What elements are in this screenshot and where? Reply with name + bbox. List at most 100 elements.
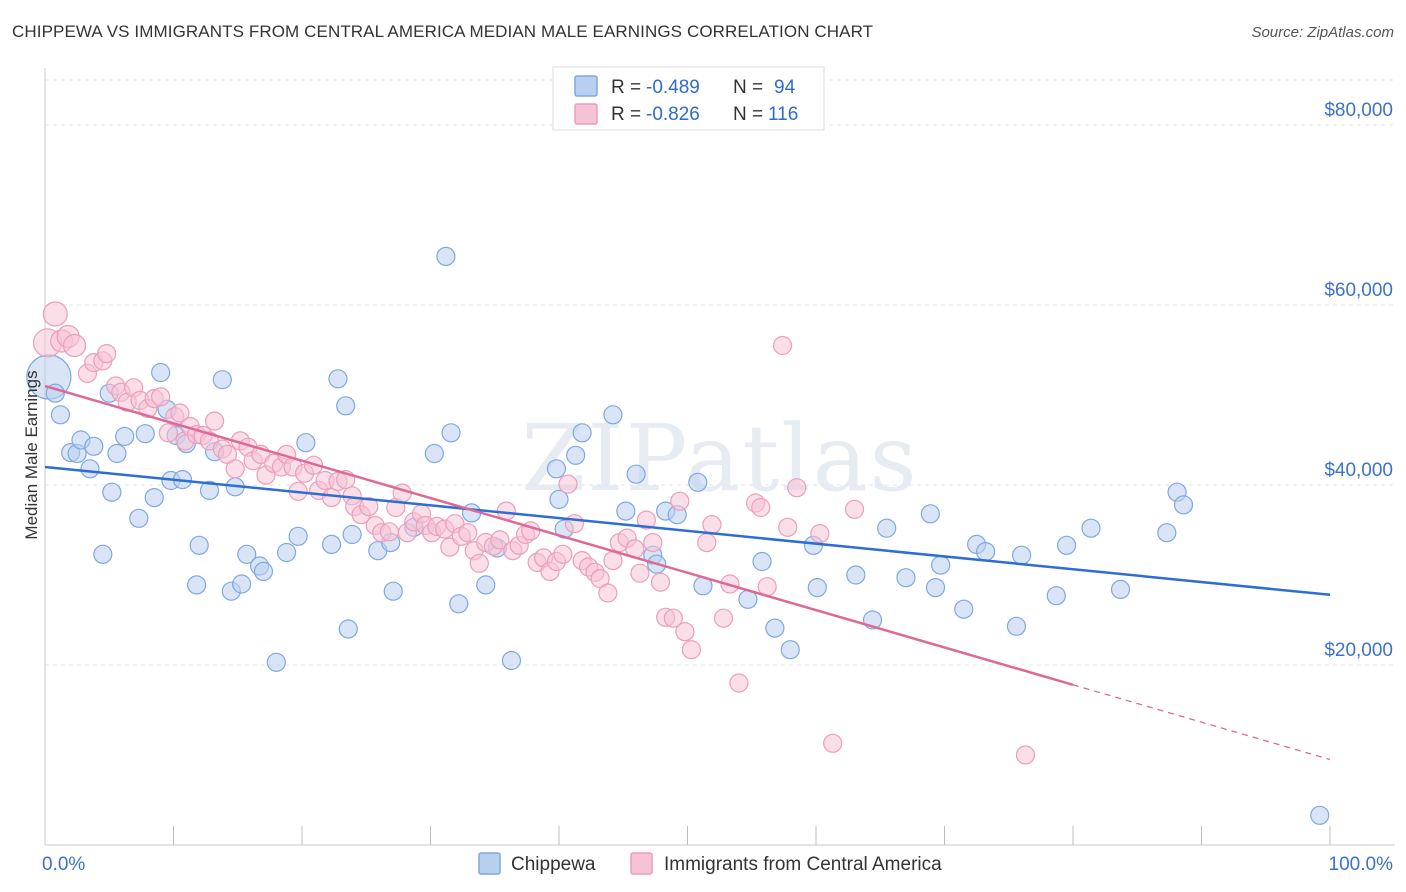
series-0-point-44 [383,581,403,601]
y-tick-label-2: $60,000 [1324,280,1393,301]
series-0-point-71 [780,640,800,660]
series-1-point-49 [359,497,379,517]
series-1-point-113 [823,733,843,753]
series-0-point-11 [107,443,127,464]
series-1-point-114 [844,499,865,519]
bottom-legend-swatch-immigrants [630,852,653,875]
series-0-point-12 [115,426,135,446]
series-1-point-4 [62,333,87,358]
y-axis-title: Median Male Earnings [22,370,41,539]
series-1-point-92 [630,563,650,583]
series-1-point-1 [42,301,68,327]
series-0-point-60 [616,501,636,521]
chart-source: Source: ZipAtlas.com [1251,24,1394,41]
series-0-point-69 [752,551,772,572]
series-0-point-58 [572,423,592,443]
series-0-point-83 [976,541,996,562]
series-1-point-109 [772,335,793,356]
x-axis-tick-labels: 0.0% 100.0% [42,854,1393,875]
data-points [26,246,1330,825]
series-1-point-17 [158,423,178,443]
series-0-point-92 [1173,495,1194,515]
series-0-point-81 [954,599,974,619]
series-0-point-6 [80,459,100,479]
trend-lines [44,384,1331,761]
series-0-point-33 [266,652,286,672]
series-0-point-13 [129,508,149,528]
series-1-point-101 [697,532,717,553]
legend-n-label-1: N = [733,77,763,98]
series-1-point-112 [810,523,830,544]
series-0-point-66 [688,472,708,492]
series-0-point-53 [501,650,522,671]
series-0-point-47 [436,246,456,266]
series-1-point-93 [636,510,656,530]
series-1-point-99 [675,622,695,642]
series-1-point-100 [681,640,701,660]
chart-title: CHIPPEWA VS IMMIGRANTS FROM CENTRAL AMER… [12,22,874,41]
series-0-points [26,246,1330,825]
series-0-point-49 [449,594,469,614]
series-0-point-89 [1110,579,1131,600]
series-1-point-82 [564,514,585,534]
series-0-point-15 [144,488,164,508]
series-0-point-32 [253,561,274,582]
x-tick-label-1: 100.0% [1329,854,1394,875]
top-legend-swatch-immigrants [574,103,598,125]
series-1-point-102 [702,514,722,535]
series-1-point-95 [650,572,671,592]
series-1-point-110 [778,517,798,537]
series-1-point-111 [787,478,807,498]
series-1-point-97 [663,608,683,628]
series-1-point-8 [97,344,117,364]
series-0-point-78 [920,504,940,524]
watermark: ZIPatlas [521,405,918,512]
series-1-point-19 [170,403,190,423]
series-0-point-22 [187,575,207,595]
series-0-point-79 [925,577,946,598]
top-legend: R = -0.489 N = 94 R = -0.826 N = 116 [552,66,825,131]
series-0-point-84 [1006,616,1027,636]
series-0-point-39 [336,396,356,416]
series-0-point-73 [807,577,827,598]
top-legend-box [552,66,825,131]
series-0-point-41 [342,524,362,545]
top-legend-swatch-chippewa [574,75,598,97]
series-0-point-24 [199,480,220,500]
series-1-trend-line [44,384,1074,687]
series-0-point-7 [84,436,104,456]
series-0-point-76 [877,518,897,538]
series-0-point-36 [296,433,316,453]
y-axis-tick-labels: $20,000 $40,000 $60,000 $80,000 [1324,100,1393,661]
series-0-point-87 [1056,535,1077,555]
series-0-point-61 [626,464,646,484]
series-0-point-2 [50,405,71,425]
series-1-point-98 [670,491,690,511]
series-0-point-30 [237,544,257,564]
series-1-point-70 [490,530,510,550]
series-0-point-46 [424,443,444,464]
series-0-point-80 [931,555,951,575]
legend-r-value-1: -0.489 [646,77,700,98]
series-0-point-70 [765,618,785,638]
bottom-legend-swatch-chippewa [478,852,501,875]
axes [44,68,1395,846]
legend-n-label-2: N = [733,104,763,125]
series-1-point-25 [205,411,225,431]
y-tick-label-3: $80,000 [1324,100,1393,121]
legend-n-value-1: 94 [774,77,796,98]
series-0-point-59 [603,405,623,425]
series-0-point-74 [846,565,866,585]
series-0-point-16 [151,362,171,383]
legend-r-label-1: R = [611,77,641,98]
x-tick-label-0: 0.0% [42,854,85,875]
bottom-legend-label-immigrants: Immigrants from Central America [664,854,942,875]
legend-r-label-2: R = [611,104,641,125]
series-0-point-37 [321,534,342,555]
bottom-legend-label-chippewa: Chippewa [511,854,596,875]
series-0-point-51 [476,575,496,595]
series-0-point-8 [93,544,113,564]
bottom-legend: Chippewa Immigrants from Central America [478,852,942,875]
series-1-point-43 [321,488,342,508]
